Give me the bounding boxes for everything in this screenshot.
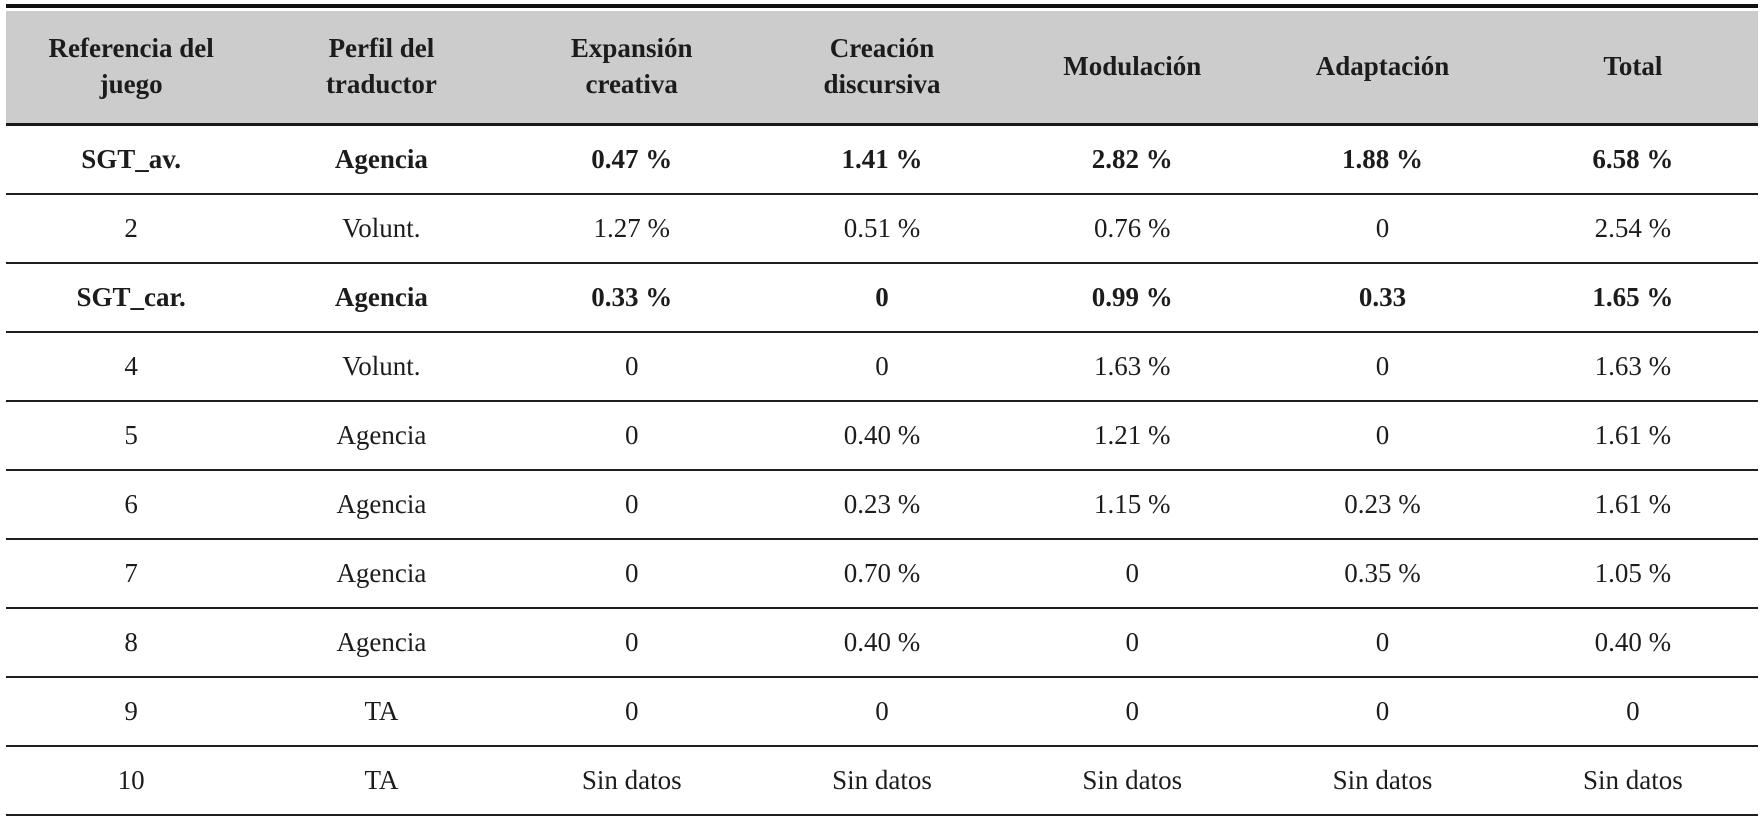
table-cell: 1.15 % (1007, 470, 1258, 540)
table-cell: 0 (1257, 332, 1508, 402)
table-cell: 1.27 % (506, 194, 757, 264)
table-row: 4 Volunt. 0 0 1.63 % 0 1.63 % (6, 332, 1758, 402)
table-cell: 1.88 % (1257, 124, 1508, 195)
table-cell: 0 (506, 470, 757, 540)
table-cell: 0 (506, 539, 757, 609)
table-cell: TA (256, 746, 507, 816)
table-row: 2 Volunt. 1.27 % 0.51 % 0.76 % 0 2.54 % (6, 194, 1758, 264)
table-cell: Volunt. (256, 194, 507, 264)
table-cell: 0.70 % (756, 539, 1008, 609)
table-cell: 8 (6, 608, 257, 678)
table-row: 5 Agencia 0 0.40 % 1.21 % 0 1.61 % (6, 401, 1758, 471)
table-cell: 0 (1257, 401, 1508, 471)
table-cell: 9 (6, 677, 257, 747)
table-row: 7 Agencia 0 0.70 % 0 0.35 % 1.05 % (6, 539, 1758, 609)
table-cell: 0 (1257, 194, 1508, 264)
table-cell: 0 (1007, 677, 1258, 747)
table-cell: 1.41 % (756, 124, 1008, 195)
table-cell: 2.82 % (1007, 124, 1258, 195)
table-cell: Sin datos (506, 746, 757, 816)
table-cell: 0 (1257, 677, 1508, 747)
table-cell: 2 (6, 194, 257, 264)
table-cell: 2.54 % (1507, 194, 1758, 264)
table-cell: 1.05 % (1507, 539, 1758, 609)
table-cell: 0.40 % (1507, 608, 1758, 678)
table-cell: 0.40 % (756, 608, 1008, 678)
table-cell: 0 (1507, 677, 1758, 747)
table-cell: 0.76 % (1007, 194, 1258, 264)
table-row: SGT_av. Agencia 0.47 % 1.41 % 2.82 % 1.88 % 6.… (6, 124, 1758, 195)
table-row: 10 TA Sin datos Sin datos Sin datos Sin datos… (6, 746, 1758, 816)
table-cell: Volunt. (256, 332, 507, 402)
column-header-expansion: Expansión creativa (506, 11, 757, 126)
column-header-total: Total (1507, 11, 1758, 126)
table-cell: 0 (506, 608, 757, 678)
table-cell: 0.99 % (1007, 263, 1258, 333)
table-cell: 0 (1007, 539, 1258, 609)
table-cell: 1.61 % (1507, 470, 1758, 540)
table-cell: 1.61 % (1507, 401, 1758, 471)
table-cell: 1.63 % (1507, 332, 1758, 402)
table-cell: Sin datos (1507, 746, 1758, 816)
table-cell: Agencia (256, 539, 507, 609)
table-cell: Sin datos (756, 746, 1008, 816)
table-cell: Sin datos (1007, 746, 1258, 816)
table-cell: 1.21 % (1007, 401, 1258, 471)
table-row: 8 Agencia 0 0.40 % 0 0 0.40 % (6, 608, 1758, 678)
table-cell: 6.58 % (1507, 124, 1758, 195)
table-cell: 0 (1257, 608, 1508, 678)
table-cell: 0.23 % (756, 470, 1008, 540)
table-cell: SGT_av. (6, 124, 257, 195)
table-row: SGT_car. Agencia 0.33 % 0 0.99 % 0.33 1.65 % (6, 263, 1758, 333)
table-cell: 0.47 % (506, 124, 757, 195)
table-body: SGT_av. Agencia 0.47 % 1.41 % 2.82 % 1.88 % 6.… (6, 124, 1758, 816)
table-cell: 0 (756, 332, 1008, 402)
table-cell: 0.51 % (756, 194, 1008, 264)
table-cell: 5 (6, 401, 257, 471)
table-cell: TA (256, 677, 507, 747)
column-header-creacion: Creación discursiva (756, 11, 1008, 126)
table-cell: 1.63 % (1007, 332, 1258, 402)
table-cell: 0.23 % (1257, 470, 1508, 540)
table-cell: 0 (1007, 608, 1258, 678)
table-cell: 0 (506, 332, 757, 402)
table-row: 9 TA 0 0 0 0 0 (6, 677, 1758, 747)
table-cell: 0 (506, 677, 757, 747)
table-cell: Sin datos (1257, 746, 1508, 816)
table-cell: Agencia (256, 608, 507, 678)
table-header-row: Referencia del juego Perfil del traducto… (6, 11, 1758, 126)
table-row: 6 Agencia 0 0.23 % 1.15 % 0.23 % 1.61 % (6, 470, 1758, 540)
table-cell: 4 (6, 332, 257, 402)
data-table: Referencia del juego Perfil del traducto… (6, 11, 1758, 816)
table-cell: Agencia (256, 263, 507, 333)
table-cell: 1.65 % (1507, 263, 1758, 333)
column-header-adaptacion: Adaptación (1257, 11, 1508, 126)
table-top-rule (6, 4, 1758, 8)
table-cell: Agencia (256, 124, 507, 195)
table-header: Referencia del juego Perfil del traducto… (6, 11, 1758, 126)
table-cell: 6 (6, 470, 257, 540)
table-cell: 0.35 % (1257, 539, 1508, 609)
table-cell: SGT_car. (6, 263, 257, 333)
table-cell: Agencia (256, 401, 507, 471)
column-header-modulacion: Modulación (1007, 11, 1258, 126)
table-cell: 0 (506, 401, 757, 471)
table-cell: 0 (756, 677, 1008, 747)
table-cell: 10 (6, 746, 257, 816)
column-header-referencia: Referencia del juego (6, 11, 257, 126)
table-cell: 0.40 % (756, 401, 1008, 471)
table-cell: Agencia (256, 470, 507, 540)
table-cell: 7 (6, 539, 257, 609)
table-cell: 0.33 % (506, 263, 757, 333)
table-cell: 0.33 (1257, 263, 1508, 333)
table-cell: 0 (756, 263, 1008, 333)
column-header-perfil: Perfil del traductor (256, 11, 507, 126)
